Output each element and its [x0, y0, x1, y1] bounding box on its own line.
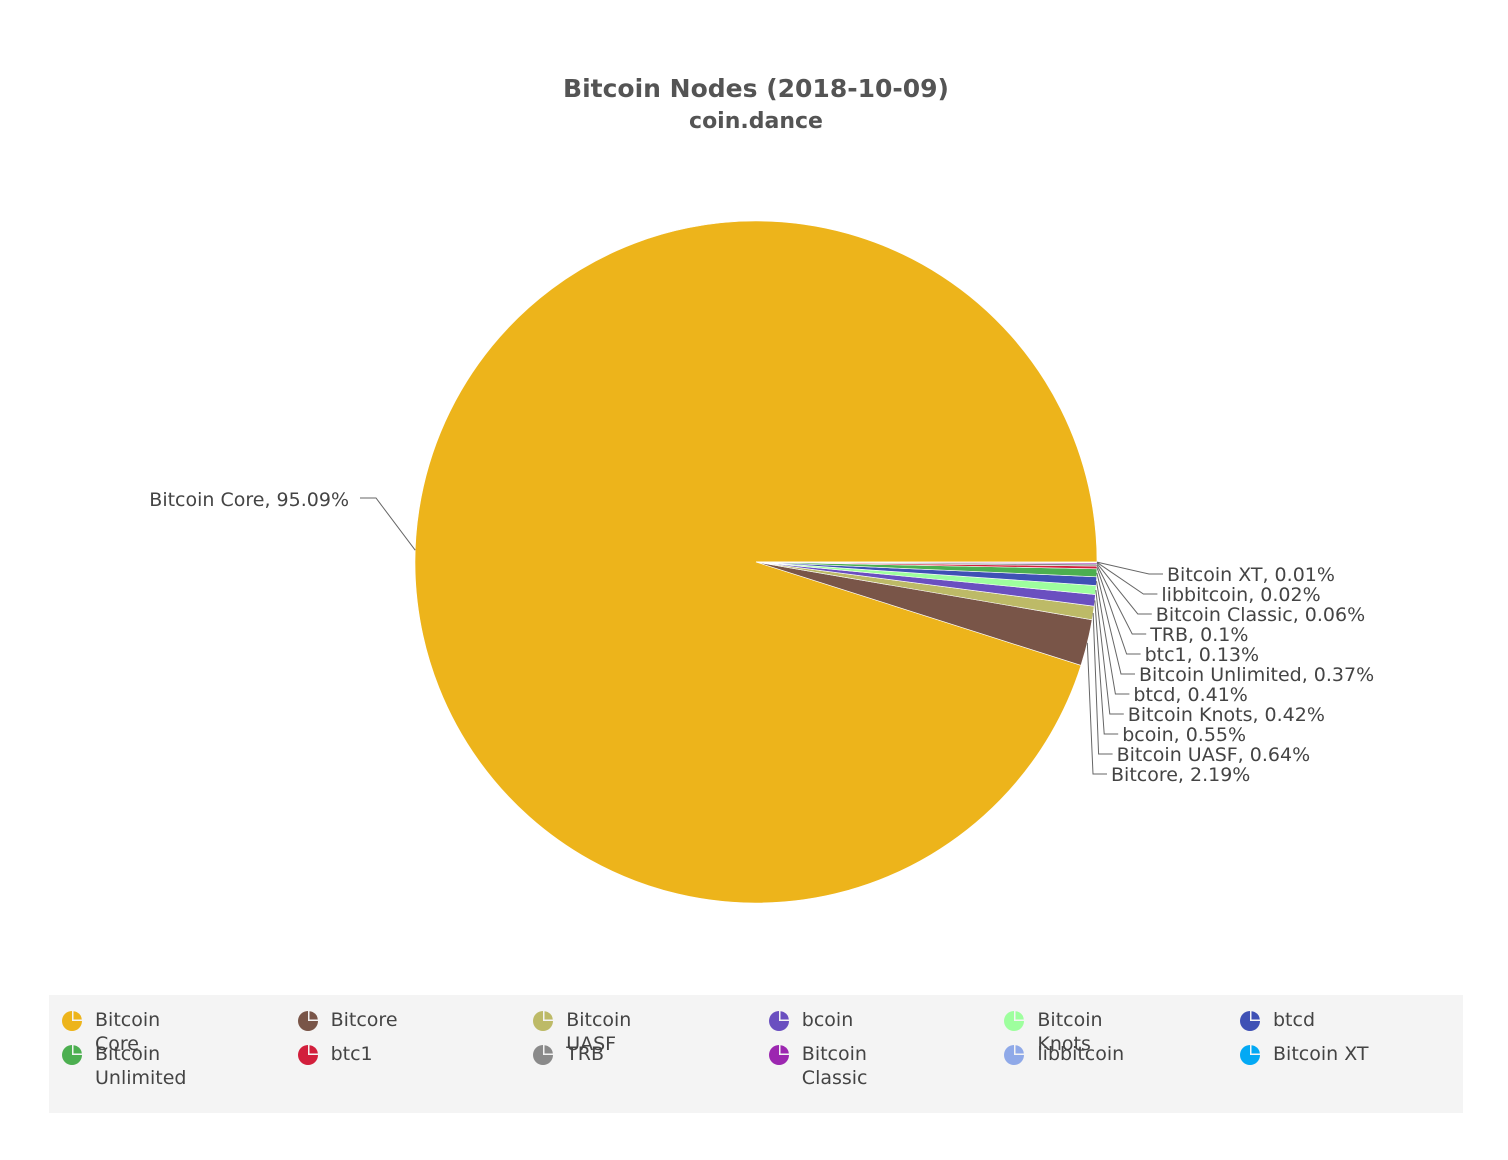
legend-label-line: btcd [1273, 1009, 1316, 1031]
pie-legend-icon [62, 1011, 82, 1031]
leader-line-bitcoin-classic [1096, 562, 1152, 615]
pie-legend-icon [1004, 1011, 1025, 1031]
leader-line-bitcoin-unlimited [1096, 572, 1135, 675]
slice-label-btc1: btc1, 0.13% [1145, 644, 1259, 666]
legend-label: Bitcoin Classic [802, 1042, 912, 1090]
legend-label-line: bcoin [801, 1009, 854, 1031]
legend-label: Bitcoin XT [1273, 1042, 1383, 1066]
legend-label-line: Bitcoin [95, 1043, 161, 1065]
label-leader-lines [360, 497, 1163, 775]
slice-label-bitcoin-uasf: Bitcoin UASF, 0.64% [1117, 744, 1311, 766]
slice-label-bitcoin-classic: Bitcoin Classic, 0.06% [1156, 604, 1365, 626]
pie-slices [414, 220, 1098, 904]
pie-legend-icon [768, 1045, 789, 1065]
legend-label: Bitcore [331, 1008, 441, 1032]
legend-item-bitcoin-knots[interactable]: Bitcoin Knots [1003, 1008, 1147, 1056]
leader-line-trb [1096, 564, 1147, 635]
legend-label: Bitcoin Knots [1037, 1008, 1147, 1056]
leader-line-bitcore [1086, 642, 1107, 775]
legend-item-bitcoin-unlimited[interactable]: Bitcoin Unlimited [61, 1042, 205, 1090]
legend-label: Bitcoin Core [95, 1008, 205, 1056]
legend-label-line: Bitcoin Core [95, 1009, 161, 1055]
legend-label-line: Unlimited [95, 1067, 187, 1089]
legend-item-bitcoin-classic[interactable]: Bitcoin Classic [768, 1042, 912, 1090]
pie-legend-icon [297, 1011, 318, 1031]
leader-line-btc1 [1096, 567, 1141, 655]
leader-line-libbitcoin [1096, 562, 1158, 595]
legend-item-bitcoin-core[interactable]: Bitcoin Core [61, 1008, 205, 1056]
legend-label-line: Bitcoin UASF [566, 1009, 632, 1055]
leader-line-bitcoin-xt [1096, 561, 1163, 575]
slice-label-bitcoin-knots: Bitcoin Knots, 0.42% [1128, 704, 1325, 726]
legend-item-bitcoin-xt[interactable]: Bitcoin XT [1239, 1042, 1383, 1066]
legend-label-line: Bitcoin Classic [801, 1043, 868, 1089]
legend-item-btcd[interactable]: btcd [1239, 1008, 1383, 1032]
slice-label-bitcoin-unlimited: Bitcoin Unlimited, 0.37% [1139, 664, 1374, 686]
leader-line-bitcoin-knots [1095, 589, 1124, 715]
pie-legend-icon [62, 1045, 82, 1065]
pie-legend-icon [533, 1045, 554, 1065]
slice-label-trb: TRB, 0.1% [1149, 624, 1248, 646]
legend-label: libbitcoin [1037, 1042, 1147, 1066]
legend-label: bcoin [802, 1008, 912, 1032]
pie-chart: Bitcoin Nodes (2018-10-09) coin.dance Bi… [149, 74, 1374, 904]
chart-title: Bitcoin Nodes (2018-10-09) [563, 74, 949, 103]
legend-item-btc1[interactable]: btc1 [297, 1042, 441, 1066]
leader-line-bcoin [1094, 600, 1119, 735]
pie-legend-icon [1240, 1045, 1260, 1065]
slice-label-bitcoin-xt: Bitcoin XT, 0.01% [1167, 564, 1335, 586]
legend-item-trb[interactable]: TRB [532, 1042, 676, 1066]
legend-label-line: Bitcore [330, 1009, 398, 1031]
pie-legend-icon [533, 1011, 554, 1031]
leader-line-btcd [1095, 581, 1130, 695]
legend-item-bitcore[interactable]: Bitcore [297, 1008, 441, 1032]
slice-label-libbitcoin: libbitcoin, 0.02% [1161, 584, 1320, 606]
pie-legend-icon [1004, 1045, 1025, 1065]
legend-item-bitcoin-uasf[interactable]: Bitcoin UASF [532, 1008, 676, 1056]
pie-legend-icon [768, 1011, 789, 1031]
leader-line-bitcoin-uasf [1092, 613, 1113, 755]
legend: Bitcoin Core Bitcore Bitcoin UASF bcoin Bitc… [49, 995, 1463, 1113]
pie-legend-icon [297, 1045, 318, 1065]
legend-label: Bitcoin UASF [566, 1008, 676, 1056]
slice-label-bcoin: bcoin, 0.55% [1122, 724, 1246, 746]
legend-label-line: libbitcoin [1037, 1043, 1125, 1065]
legend-label-line: TRB [566, 1043, 605, 1065]
legend-label: btc1 [331, 1042, 441, 1066]
legend-label: btcd [1273, 1008, 1383, 1032]
slice-label-bitcoin-core: Bitcoin Core, 95.09% [149, 489, 349, 511]
legend-label: TRB [566, 1042, 676, 1066]
legend-item-bcoin[interactable]: bcoin [768, 1008, 912, 1032]
legend-label-line: btc1 [330, 1043, 373, 1065]
chart-subtitle: coin.dance [689, 109, 823, 134]
leader-line-bitcoin-core [360, 497, 416, 551]
slice-labels: Bitcoin XT, 0.01%libbitcoin, 0.02%Bitcoi… [149, 489, 1374, 786]
slice-label-bitcore: Bitcore, 2.19% [1111, 764, 1250, 786]
legend-item-libbitcoin[interactable]: libbitcoin [1003, 1042, 1147, 1066]
legend-label: Bitcoin Unlimited [95, 1042, 205, 1090]
slice-label-btcd: btcd, 0.41% [1133, 684, 1247, 706]
legend-label-line: Bitcoin XT [1273, 1043, 1369, 1065]
pie-legend-icon [1240, 1011, 1260, 1031]
legend-label-line: Bitcoin Knots [1037, 1009, 1103, 1055]
